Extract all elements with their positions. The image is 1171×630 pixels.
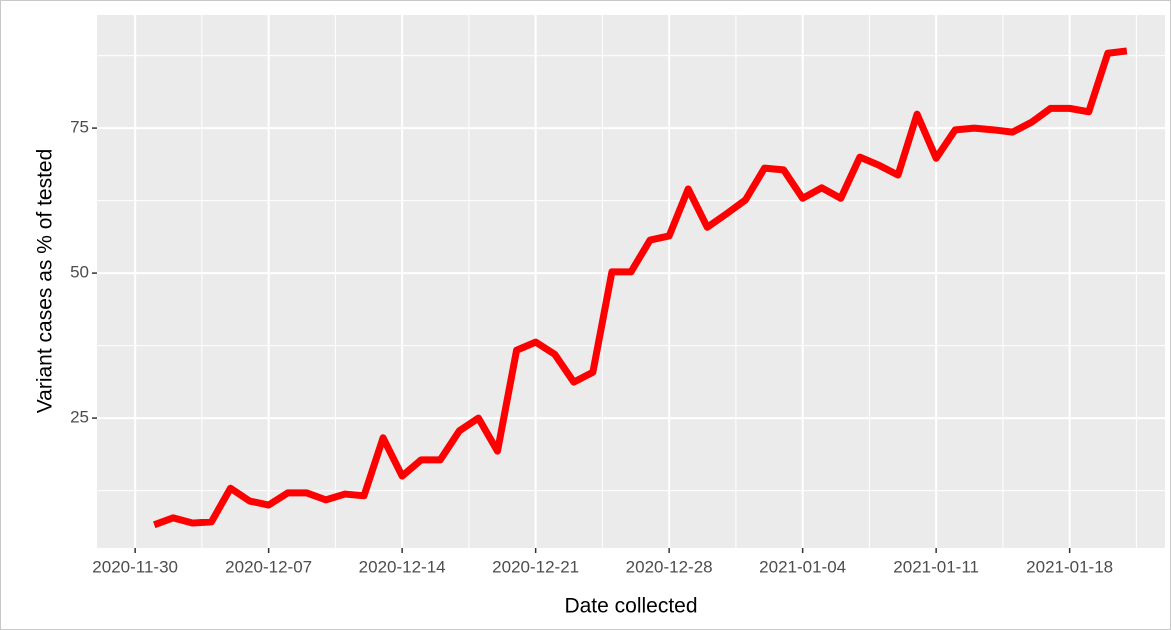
line [153, 47, 1128, 529]
x-tick-label: 2020-12-21 [492, 557, 579, 576]
y-tick-label: 50 [70, 263, 89, 282]
y-tick-label: 25 [70, 408, 89, 427]
x-tick-label: 2020-12-14 [359, 557, 446, 576]
x-tick-label: 2020-12-28 [626, 557, 713, 576]
plot-panel [97, 15, 1165, 548]
x-tick-label: 2020-12-07 [225, 557, 312, 576]
y-tick-label: 75 [70, 118, 89, 137]
x-axis-title: Date collected [564, 595, 697, 618]
y-axis-title: Variant cases as % of tested [34, 149, 57, 414]
x-tick-label: 2021-01-04 [759, 557, 846, 576]
x-tick-label: 2021-01-18 [1026, 557, 1113, 576]
x-tick-label: 2021-01-11 [893, 557, 979, 576]
x-tick-label: 2020-11-30 [92, 557, 178, 576]
